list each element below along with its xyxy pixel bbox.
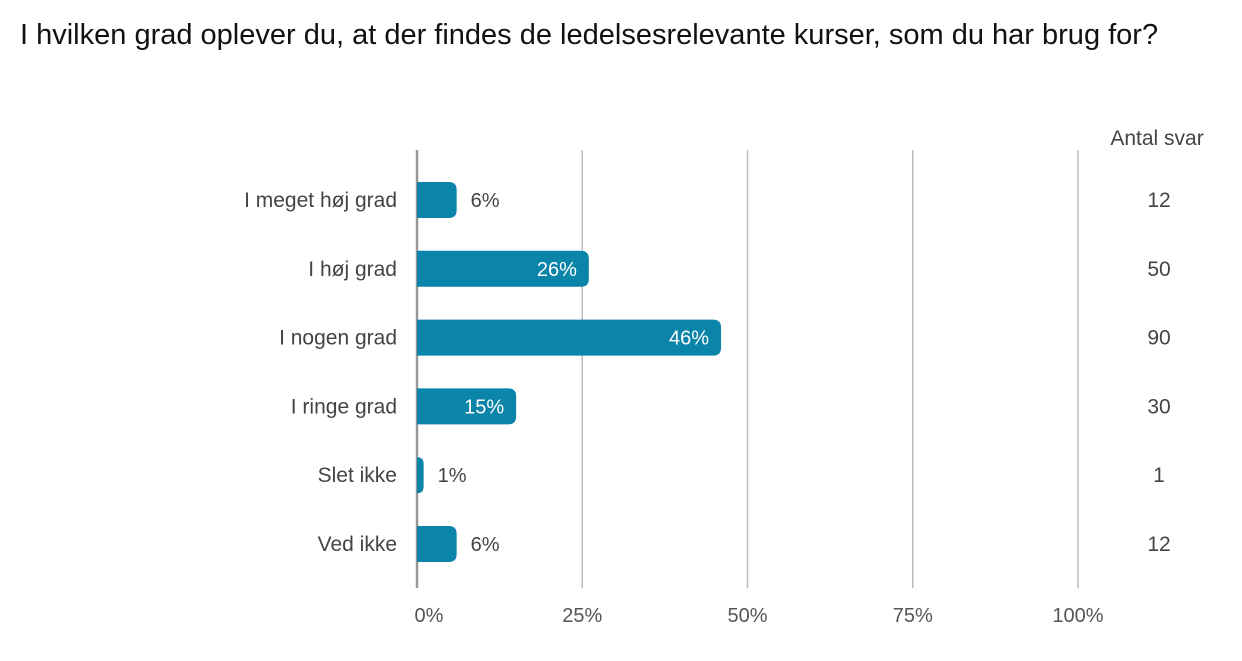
bar — [417, 526, 457, 562]
count-value: 12 — [1147, 189, 1170, 212]
count-value: 12 — [1147, 533, 1170, 556]
category-label: Slet ikke — [318, 464, 397, 487]
category-label: I nogen grad — [279, 327, 397, 350]
value-label: 1% — [438, 465, 467, 487]
value-label: 15% — [464, 396, 504, 418]
chart-title: I hvilken grad oplever du, at der findes… — [20, 19, 1159, 51]
value-label: 26% — [537, 259, 577, 281]
bar — [417, 457, 424, 494]
value-label: 6% — [471, 534, 500, 556]
count-value: 50 — [1147, 258, 1170, 281]
count-value: 30 — [1147, 395, 1170, 418]
bar — [417, 182, 457, 218]
category-label: I ringe grad — [291, 395, 397, 418]
bar — [417, 388, 517, 425]
x-tick-label: 25% — [562, 605, 602, 627]
x-tick-label: 100% — [1052, 605, 1103, 627]
bar — [417, 250, 589, 287]
x-tick-label: 0% — [415, 605, 444, 627]
x-tick-label: 75% — [893, 605, 933, 627]
count-column-header: Antal svar — [1110, 127, 1203, 150]
value-label: 6% — [471, 190, 500, 212]
count-value: 90 — [1147, 327, 1170, 350]
category-label: I høj grad — [308, 258, 397, 281]
value-label: 46% — [669, 328, 709, 350]
category-label: Ved ikke — [318, 533, 397, 556]
x-tick-label: 50% — [727, 605, 767, 627]
bar — [417, 319, 722, 356]
category-label: I meget høj grad — [244, 189, 397, 212]
count-value: 1 — [1153, 464, 1165, 487]
